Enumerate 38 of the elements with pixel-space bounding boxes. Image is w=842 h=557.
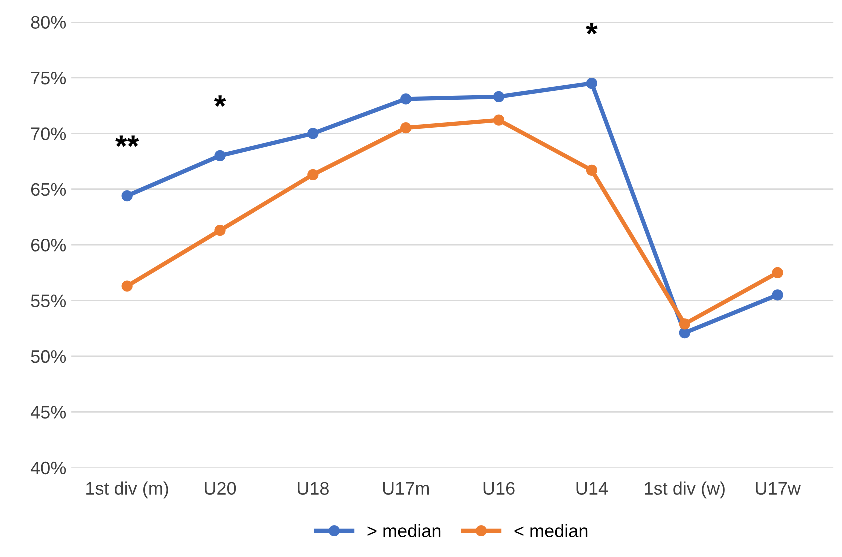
annotation: * [214, 96, 226, 107]
annotation: * [586, 23, 598, 35]
point [214, 150, 226, 162]
y-tick-label: 80% [31, 16, 66, 29]
point [308, 169, 319, 180]
point [214, 225, 226, 236]
y-tick-label: 45% [30, 406, 66, 419]
point [679, 318, 690, 330]
x-tick-label: U16 [484, 482, 515, 496]
y-tick-label: 40% [30, 462, 66, 475]
x-tick-label: U17m [383, 482, 429, 496]
legend-label: < median [514, 524, 588, 538]
x-tick-label: U18 [298, 482, 329, 496]
x-tick-label: U14 [576, 482, 608, 496]
x-tick-label: U20 [205, 482, 236, 496]
annotation: ** [116, 136, 140, 148]
point [772, 267, 784, 278]
point [122, 190, 133, 202]
point [493, 91, 505, 102]
y-tick-label: 70% [32, 128, 66, 140]
x-tick-label: 1st div (m) [86, 482, 168, 499]
legend-label: > median [368, 524, 441, 538]
point [493, 114, 505, 126]
point [400, 94, 412, 105]
y-tick-label: 55% [31, 294, 66, 308]
point [772, 290, 784, 301]
point [122, 280, 133, 292]
y-tick-label: 65% [31, 183, 66, 196]
x-tick-label: U17w [756, 482, 801, 496]
point [586, 164, 598, 176]
point [308, 128, 319, 140]
y-tick-label: 60% [31, 239, 66, 252]
y-tick-label: 75% [32, 72, 66, 85]
point [586, 78, 598, 90]
point [679, 328, 690, 339]
x-tick-label: 1st div (w) [645, 482, 725, 499]
y-tick-label: 50% [31, 350, 66, 364]
point [400, 122, 412, 134]
